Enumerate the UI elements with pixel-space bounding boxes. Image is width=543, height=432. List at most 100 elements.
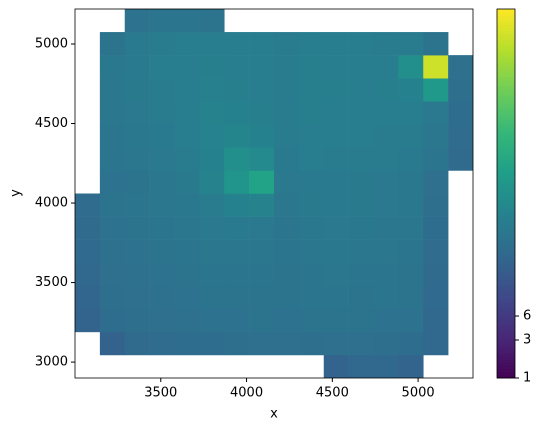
heatmap-cell: [398, 124, 424, 148]
heatmap-cell: [124, 55, 150, 79]
heatmap-cell: [323, 331, 349, 356]
heatmap-cell: [348, 354, 374, 378]
heatmap-cell: [448, 78, 473, 102]
colorbar-step: [497, 307, 515, 311]
colorbar-step: [497, 273, 515, 278]
heatmap-cell: [423, 170, 449, 194]
colorbar-step: [497, 181, 515, 185]
colorbar-step: [497, 42, 515, 47]
heatmap-cell: [149, 147, 175, 171]
heatmap-cell: [124, 331, 150, 356]
heatmap-cell: [99, 101, 126, 125]
heatmap-cell: [348, 147, 374, 171]
heatmap-cell: [348, 239, 374, 263]
heatmap-cell: [249, 262, 275, 287]
heatmap-cell: [224, 308, 250, 333]
heatmap-cell: [274, 124, 300, 148]
heatmap-cell: [423, 101, 449, 125]
heatmap-cell: [398, 354, 424, 378]
heatmap-cell: [224, 193, 250, 217]
heatmap-cell: [423, 55, 449, 79]
colorbar-step: [497, 159, 515, 164]
colorbar-step: [497, 132, 515, 136]
colorbar-step: [497, 88, 515, 93]
heatmap-cell: [149, 331, 175, 356]
colorbar-step: [497, 258, 515, 262]
colorbar-step: [497, 125, 515, 130]
colorbar-step: [497, 184, 515, 188]
heatmap-cell: [448, 101, 473, 125]
colorbar-tick-label: 1: [523, 371, 531, 386]
heatmap-cell: [75, 262, 101, 287]
colorbar-step: [497, 301, 515, 305]
heatmap-cell: [398, 101, 424, 125]
y-tick-label: 4000: [35, 196, 68, 211]
colorbar-step: [497, 52, 515, 56]
heatmap-cell: [298, 239, 325, 263]
colorbar-step: [497, 199, 515, 204]
colorbar-step: [497, 21, 515, 25]
heatmap-cell: [224, 285, 250, 310]
heatmap-cell: [249, 331, 275, 356]
heatmap-cell: [348, 308, 374, 333]
heatmap-cell: [274, 101, 300, 125]
heatmap-cell: [199, 216, 225, 240]
heatmap-cell: [199, 55, 225, 79]
heatmap-cell: [124, 285, 150, 310]
heatmap-cell: [99, 147, 126, 171]
heatmap-cell: [199, 9, 225, 33]
heatmap-cell: [398, 32, 424, 56]
colorbar-step: [497, 64, 515, 68]
heatmap-cell: [124, 147, 150, 171]
colorbar-step: [497, 374, 515, 379]
colorbar-step: [497, 18, 515, 22]
heatmap-cell: [373, 285, 399, 310]
heatmap-cell: [323, 32, 349, 56]
heatmap-cell: [323, 124, 349, 148]
colorbar-step: [497, 362, 515, 367]
heatmap-cell: [174, 285, 200, 310]
colorbar-step: [497, 113, 515, 118]
heatmap-cell: [423, 32, 449, 56]
colorbar-step: [497, 279, 515, 284]
heatmap-cell: [274, 147, 300, 171]
heatmap-cell: [75, 308, 101, 333]
y-tick-label: 5000: [35, 36, 68, 51]
heatmap-cell: [99, 308, 126, 333]
heatmap-cell: [99, 193, 126, 217]
colorbar-step: [497, 310, 515, 314]
heatmap-cell: [274, 262, 300, 287]
heatmap-cell: [423, 216, 449, 240]
heatmap-cell: [323, 101, 349, 125]
colorbar-step: [497, 368, 515, 373]
heatmap-cell: [398, 193, 424, 217]
heatmap-cell: [149, 262, 175, 287]
x-tick-label: 4000: [230, 386, 263, 401]
heatmap-cell: [348, 193, 374, 217]
heatmap-cell: [75, 285, 101, 310]
heatmap-cell: [174, 101, 200, 125]
colorbar: [497, 9, 515, 379]
colorbar-step: [497, 344, 515, 348]
colorbar-step: [497, 325, 515, 330]
heatmap-cell: [398, 239, 424, 263]
heatmap-cell: [448, 124, 473, 148]
colorbar-step: [497, 276, 515, 281]
heatmap-cell: [149, 216, 175, 240]
colorbar-step: [497, 70, 515, 75]
heatmap-cell: [323, 78, 349, 102]
heatmap-cell: [398, 170, 424, 194]
heatmap-cell: [249, 32, 275, 56]
colorbar-step: [497, 255, 515, 259]
colorbar-step: [497, 82, 515, 87]
heatmap-cell: [224, 147, 250, 171]
heatmap-cell: [373, 32, 399, 56]
colorbar-step: [497, 162, 515, 167]
colorbar-step: [497, 242, 515, 247]
colorbar-step: [497, 202, 515, 207]
heatmap-cell: [323, 193, 349, 217]
colorbar-step: [497, 239, 515, 244]
colorbar-tick-label: 3: [523, 333, 531, 348]
heatmap-cell: [199, 239, 225, 263]
heatmap-cell: [174, 78, 200, 102]
